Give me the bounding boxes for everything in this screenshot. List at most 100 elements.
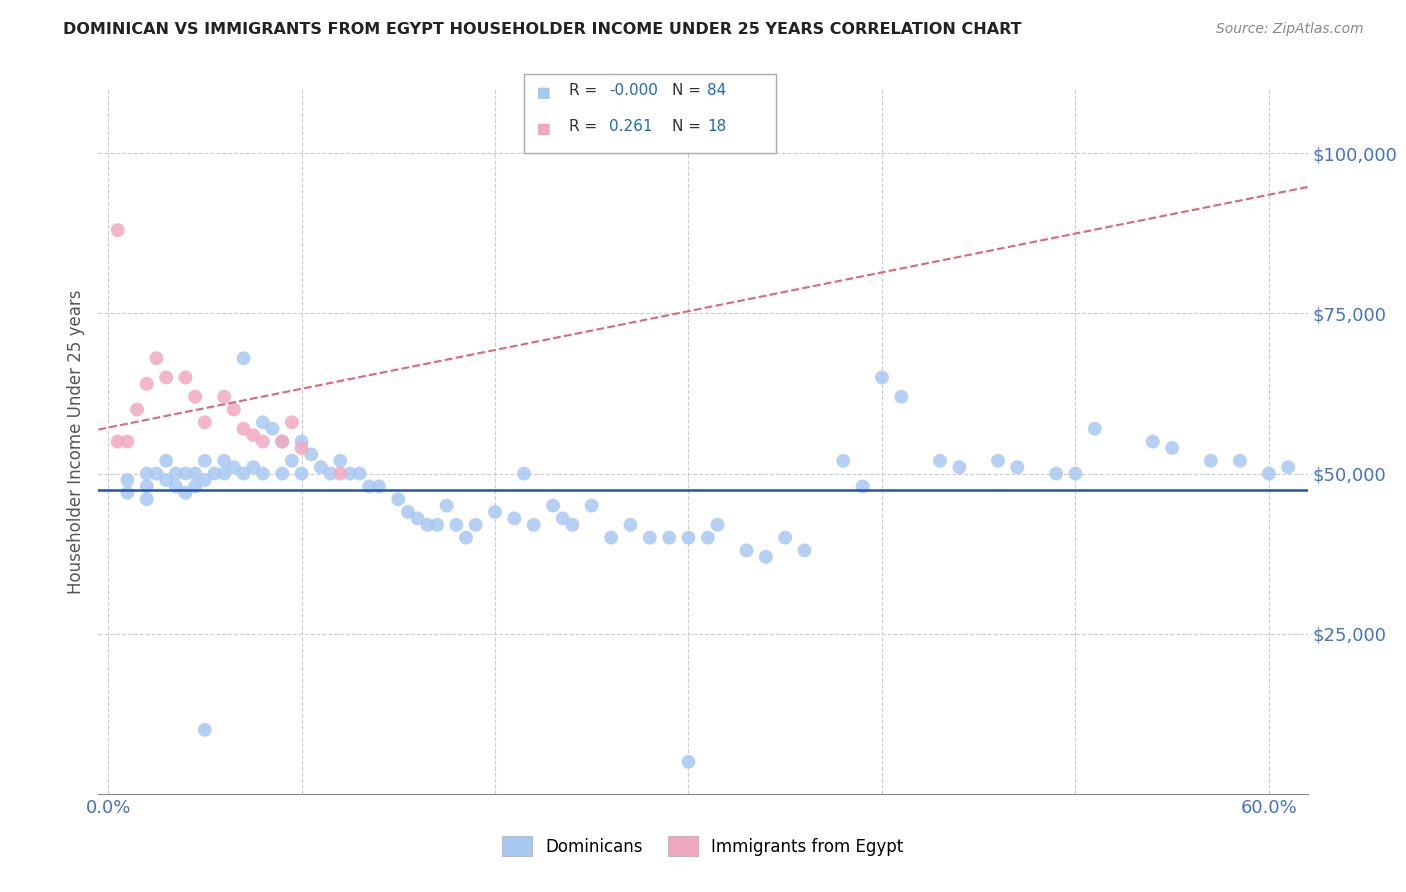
Point [165,467,187,481]
Point [212,467,235,481]
Point [155,473,177,487]
Point [117,434,139,449]
Point [184,479,207,493]
Point [735,543,758,558]
Point [194,473,217,487]
Point [638,531,661,545]
Point [107,434,129,449]
Point [359,479,381,493]
Point [174,485,197,500]
Point [174,467,197,481]
Point [773,531,796,545]
Point [387,492,409,507]
Point [1007,460,1029,475]
Point [232,467,254,481]
Point [135,376,157,391]
Point [600,531,623,545]
Point [281,454,304,468]
Text: N =: N = [672,83,706,98]
Point [212,454,235,468]
Point [252,467,274,481]
Point [870,370,893,384]
Point [155,370,177,384]
Point [212,390,235,404]
Point [252,434,274,449]
Point [271,434,294,449]
Point [464,517,486,532]
Point [368,479,391,493]
Point [242,428,264,442]
Point [135,492,157,507]
Text: 84: 84 [707,83,727,98]
Point [484,505,506,519]
Point [396,505,419,519]
Point [551,511,574,525]
Point [127,402,149,417]
Point [349,467,371,481]
Point [194,454,217,468]
Point [446,517,468,532]
Point [1142,434,1164,449]
Point [426,517,449,532]
Point [581,499,603,513]
Text: -0.000: -0.000 [609,83,658,98]
Text: N =: N = [672,119,706,134]
Point [204,467,226,481]
Point [184,467,207,481]
Point [145,467,167,481]
Point [232,351,254,366]
Point [987,454,1010,468]
Point [948,460,970,475]
Point [290,434,312,449]
Point [1045,467,1067,481]
Point [755,549,778,564]
Legend: Dominicans, Immigrants from Egypt: Dominicans, Immigrants from Egypt [496,830,910,863]
Point [852,479,875,493]
Point [329,454,352,468]
Point [165,479,187,493]
Point [523,517,546,532]
Text: ■: ■ [538,119,550,137]
Text: ■: ■ [538,83,550,102]
Point [135,467,157,481]
Point [1064,467,1087,481]
Point [299,447,322,461]
Point [436,499,458,513]
Point [184,390,207,404]
Point [706,517,728,532]
Point [252,415,274,429]
Point [194,415,217,429]
Point [290,441,312,455]
Point [929,454,952,468]
Y-axis label: Householder Income Under 25 years: Householder Income Under 25 years [66,289,84,594]
Point [309,460,332,475]
Point [503,511,526,525]
Point [222,402,245,417]
Point [1257,467,1279,481]
Point [541,499,564,513]
Point [281,415,304,429]
Point [832,454,855,468]
Text: 18: 18 [707,119,727,134]
Point [339,467,361,481]
Point [1161,441,1184,455]
Point [890,390,912,404]
Point [155,454,177,468]
Point [194,723,217,737]
Point [1084,422,1107,436]
Point [232,422,254,436]
Point [696,531,718,545]
Point [406,511,429,525]
Text: R =: R = [569,119,603,134]
Point [416,517,439,532]
Point [174,370,197,384]
Point [135,479,157,493]
Text: Source: ZipAtlas.com: Source: ZipAtlas.com [1216,22,1364,37]
Point [290,467,312,481]
Text: DOMINICAN VS IMMIGRANTS FROM EGYPT HOUSEHOLDER INCOME UNDER 25 YEARS CORRELATION: DOMINICAN VS IMMIGRANTS FROM EGYPT HOUSE… [63,22,1022,37]
Point [242,460,264,475]
Point [271,467,294,481]
Point [678,531,700,545]
Point [793,543,815,558]
Point [222,460,245,475]
